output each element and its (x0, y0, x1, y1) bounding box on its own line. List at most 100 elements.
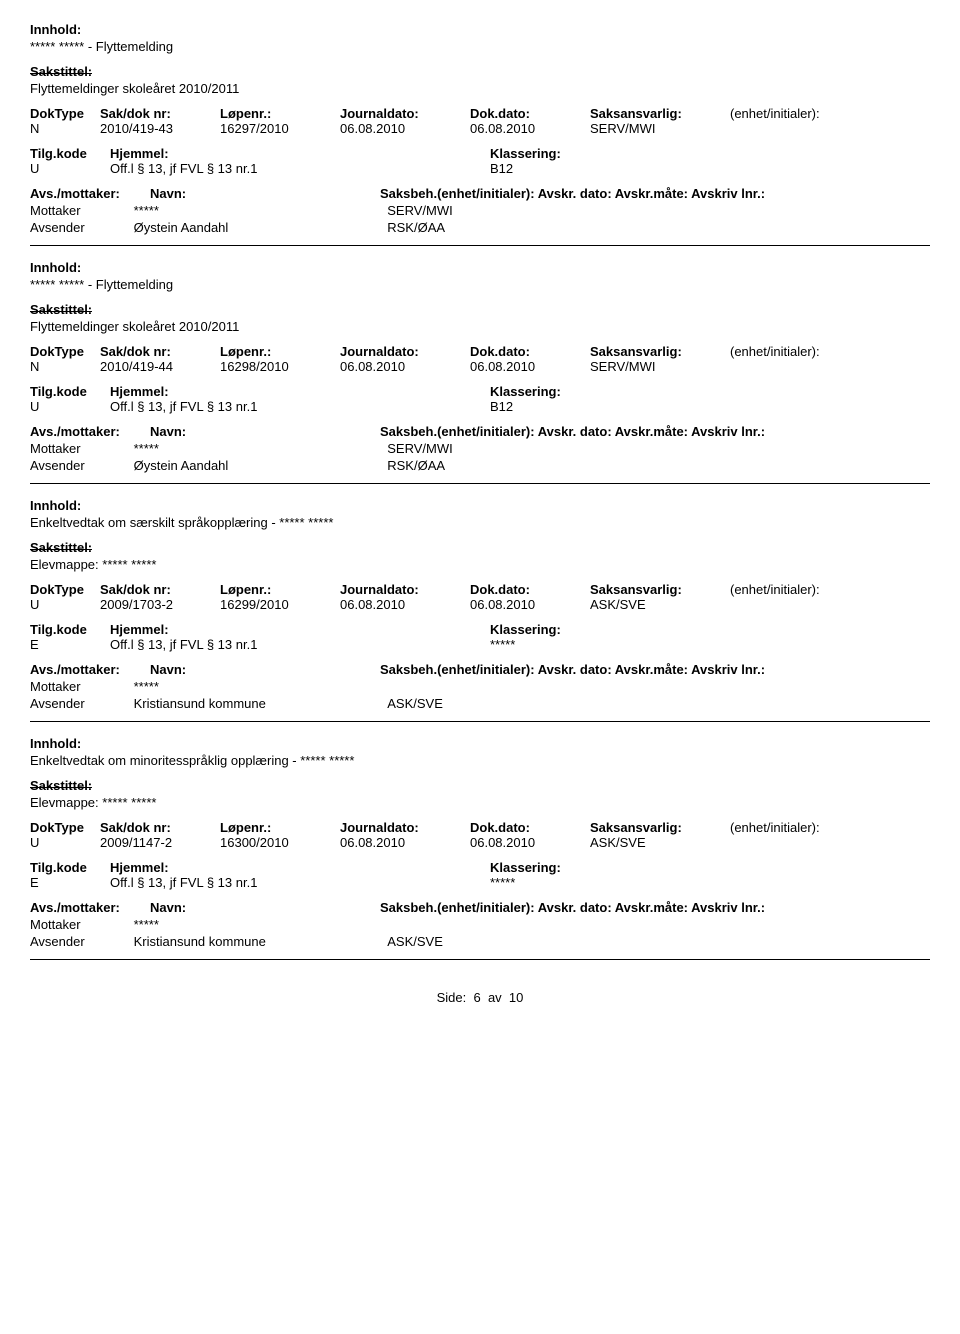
header-row: DokType Sak/dok nr: Løpenr.: Journaldato… (30, 344, 930, 359)
avsmottaker-header: Avs./mottaker: (30, 186, 150, 201)
avsender-navn: Kristiansund kommune (134, 696, 384, 711)
saksansvarlig-header: Saksansvarlig: (590, 106, 730, 121)
saksansvarlig-header: Saksansvarlig: (590, 582, 730, 597)
enhet-header: (enhet/initialer): (730, 582, 880, 597)
innhold-label: Innhold: (30, 260, 81, 275)
mottaker-label: Mottaker (30, 203, 130, 218)
avsender-row: Avsender Øystein Aandahl RSK/ØAA (30, 220, 930, 235)
dokdato-header: Dok.dato: (470, 582, 590, 597)
journaldato-header: Journaldato: (340, 582, 470, 597)
header-row-3: Avs./mottaker: Navn: Saksbeh.(enhet/init… (30, 424, 930, 439)
mottaker-row: Mottaker ***** (30, 917, 930, 932)
tilgkode-value: E (30, 875, 110, 890)
page-footer: Side: 6 av 10 (30, 990, 930, 1005)
avsender-navn: Kristiansund kommune (134, 934, 384, 949)
data-row-2: U Off.l § 13, jf FVL § 13 nr.1 B12 (30, 399, 930, 414)
mottaker-navn: ***** (134, 917, 384, 932)
mottaker-code: SERV/MWI (387, 441, 587, 456)
mottaker-label: Mottaker (30, 917, 130, 932)
avsender-label: Avsender (30, 220, 130, 235)
avsender-row: Avsender Kristiansund kommune ASK/SVE (30, 696, 930, 711)
record: Innhold: ***** ***** - Flyttemelding Sak… (30, 22, 930, 235)
header-row-3: Avs./mottaker: Navn: Saksbeh.(enhet/init… (30, 186, 930, 201)
header-row-2: Tilg.kode Hjemmel: Klassering: (30, 860, 930, 875)
klassering-value: B12 (490, 399, 790, 414)
doktype-value: U (30, 835, 100, 850)
saksbeh-header: Saksbeh.(enhet/initialer): Avskr. dato: … (380, 900, 870, 915)
tilgkode-header: Tilg.kode (30, 860, 110, 875)
sakstittel-value: Elevmappe: ***** ***** (30, 557, 930, 572)
tilgkode-value: E (30, 637, 110, 652)
header-row: DokType Sak/dok nr: Løpenr.: Journaldato… (30, 820, 930, 835)
avsender-row: Avsender Kristiansund kommune ASK/SVE (30, 934, 930, 949)
mottaker-navn: ***** (134, 679, 384, 694)
saksansvarlig-header: Saksansvarlig: (590, 820, 730, 835)
separator (30, 483, 930, 484)
separator (30, 959, 930, 960)
header-row-3: Avs./mottaker: Navn: Saksbeh.(enhet/init… (30, 900, 930, 915)
page-number: 6 (473, 990, 480, 1005)
data-row: N 2010/419-43 16297/2010 06.08.2010 06.0… (30, 121, 930, 136)
journaldato-header: Journaldato: (340, 820, 470, 835)
dokdato-value: 06.08.2010 (470, 597, 590, 612)
klassering-header: Klassering: (490, 146, 790, 161)
record: Innhold: Enkeltvedtak om minoritesspråkl… (30, 736, 930, 949)
record: Innhold: Enkeltvedtak om særskilt språko… (30, 498, 930, 711)
hjemmel-value: Off.l § 13, jf FVL § 13 nr.1 (110, 399, 490, 414)
avsmottaker-header: Avs./mottaker: (30, 424, 150, 439)
hjemmel-header: Hjemmel: (110, 146, 490, 161)
innhold-value: Enkeltvedtak om minoritesspråklig opplær… (30, 753, 930, 768)
innhold-label: Innhold: (30, 22, 81, 37)
tilgkode-value: U (30, 161, 110, 176)
av-label: av (488, 990, 502, 1005)
enhet-header: (enhet/initialer): (730, 106, 880, 121)
innhold-value: ***** ***** - Flyttemelding (30, 39, 930, 54)
klassering-header: Klassering: (490, 384, 790, 399)
sakdoknr-value: 2010/419-44 (100, 359, 220, 374)
side-label: Side: (437, 990, 467, 1005)
sakstittel-value: Flyttemeldinger skoleåret 2010/2011 (30, 319, 930, 334)
avsmottaker-header: Avs./mottaker: (30, 900, 150, 915)
doktype-header: DokType (30, 820, 100, 835)
sakdoknr-header: Sak/dok nr: (100, 582, 220, 597)
doktype-header: DokType (30, 582, 100, 597)
mottaker-row: Mottaker ***** (30, 679, 930, 694)
innhold-value: Enkeltvedtak om særskilt språkopplæring … (30, 515, 930, 530)
doktype-header: DokType (30, 344, 100, 359)
data-row-2: E Off.l § 13, jf FVL § 13 nr.1 ***** (30, 875, 930, 890)
saksbeh-header: Saksbeh.(enhet/initialer): Avskr. dato: … (380, 662, 870, 677)
avsender-code: ASK/SVE (387, 696, 587, 711)
journaldato-value: 06.08.2010 (340, 597, 470, 612)
innhold-label: Innhold: (30, 498, 81, 513)
innhold-label: Innhold: (30, 736, 81, 751)
sakdoknr-header: Sak/dok nr: (100, 106, 220, 121)
hjemmel-value: Off.l § 13, jf FVL § 13 nr.1 (110, 161, 490, 176)
lopenr-value: 16297/2010 (220, 121, 340, 136)
lopenr-header: Løpenr.: (220, 582, 340, 597)
avsender-code: ASK/SVE (387, 934, 587, 949)
dokdato-header: Dok.dato: (470, 106, 590, 121)
header-row-3: Avs./mottaker: Navn: Saksbeh.(enhet/init… (30, 662, 930, 677)
avsender-navn: Øystein Aandahl (134, 220, 384, 235)
lopenr-value: 16300/2010 (220, 835, 340, 850)
navn-header: Navn: (150, 662, 380, 677)
navn-header: Navn: (150, 424, 380, 439)
sakdoknr-header: Sak/dok nr: (100, 344, 220, 359)
journaldato-value: 06.08.2010 (340, 121, 470, 136)
mottaker-label: Mottaker (30, 441, 130, 456)
innhold-value: ***** ***** - Flyttemelding (30, 277, 930, 292)
sakdoknr-value: 2009/1147-2 (100, 835, 220, 850)
sakstittel-label: Sakstittel: (30, 64, 92, 79)
header-row-2: Tilg.kode Hjemmel: Klassering: (30, 146, 930, 161)
separator (30, 721, 930, 722)
lopenr-header: Løpenr.: (220, 344, 340, 359)
avsender-label: Avsender (30, 934, 130, 949)
mottaker-row: Mottaker ***** SERV/MWI (30, 203, 930, 218)
journaldato-header: Journaldato: (340, 106, 470, 121)
sakstittel-label: Sakstittel: (30, 540, 92, 555)
data-row: U 2009/1703-2 16299/2010 06.08.2010 06.0… (30, 597, 930, 612)
avsender-code: RSK/ØAA (387, 458, 587, 473)
dokdato-value: 06.08.2010 (470, 121, 590, 136)
hjemmel-header: Hjemmel: (110, 384, 490, 399)
hjemmel-header: Hjemmel: (110, 860, 490, 875)
